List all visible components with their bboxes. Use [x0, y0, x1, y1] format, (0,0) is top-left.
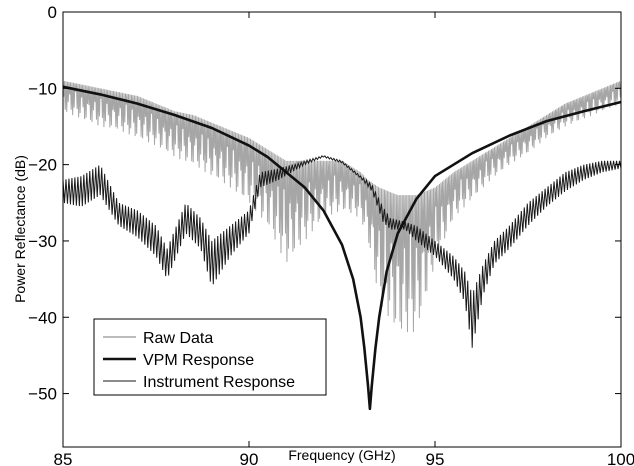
legend-label-vpm-response: VPM Response	[143, 352, 254, 369]
y-tick-label: −40	[28, 308, 57, 327]
series-layer	[62, 80, 622, 411]
y-axis-label: Power Reflectance (dB)	[12, 155, 28, 303]
y-tick-label: −10	[28, 79, 57, 98]
series-raw-data-line	[62, 80, 622, 333]
y-tick-label: 0	[48, 3, 57, 22]
legend-label-instrument-response: Instrument Response	[143, 374, 295, 391]
legend-label-raw-data: Raw Data	[143, 330, 213, 347]
plot-frame	[62, 11, 622, 448]
series-instrument-response-line	[62, 155, 622, 348]
tick-layer: 85 90 95 100 0 −10 −20 −30 −40 −50	[28, 3, 634, 466]
legend-box	[93, 318, 327, 396]
x-axis-label: Frequency (GHz)	[288, 447, 395, 463]
x-tick-label: 90	[240, 450, 259, 466]
x-tick-label: 100	[607, 450, 634, 466]
y-tick-label: −30	[28, 232, 57, 251]
series-vpm-response-line	[62, 85, 622, 411]
x-tick-label: 85	[54, 450, 73, 466]
x-tick-label: 95	[426, 450, 445, 466]
y-tick-label: −50	[28, 385, 57, 404]
y-tick-label: −20	[28, 156, 57, 175]
legend: Raw Data VPM Response Instrument Respons…	[93, 318, 327, 396]
